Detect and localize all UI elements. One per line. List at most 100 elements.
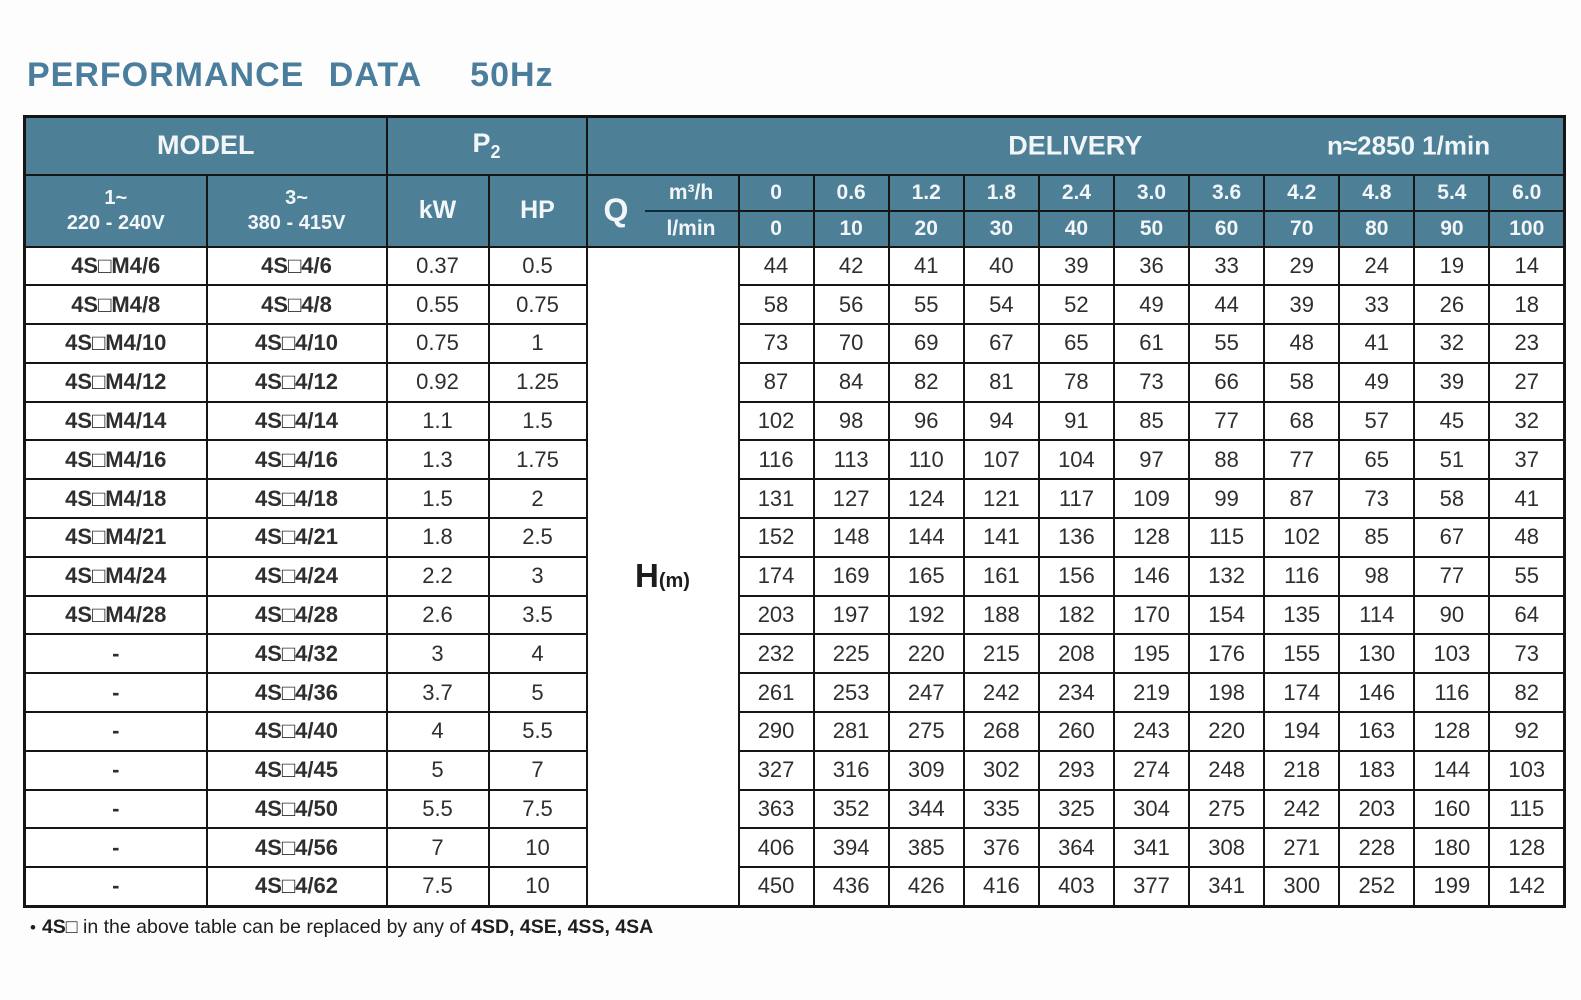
head-value-cell: 165 xyxy=(887,555,965,597)
head-value-cell: 98 xyxy=(812,400,890,442)
head-value-cell: 92 xyxy=(1488,711,1566,752)
head-value-cell: 128 xyxy=(1112,517,1191,558)
head-value-cell: 183 xyxy=(1338,749,1416,791)
head-value-cell: 290 xyxy=(737,711,815,752)
head-value-cell: 232 xyxy=(737,633,815,675)
model-3phase-cell: 4S□4/36 xyxy=(205,672,388,714)
head-value-cell: 116 xyxy=(737,439,815,481)
model-3phase-cell: 4S□4/24 xyxy=(205,555,388,597)
frequency-label: 50Hz xyxy=(470,56,554,94)
kw-cell: 0.55 xyxy=(385,284,490,326)
head-value-cell: 275 xyxy=(1188,788,1266,830)
single-phase-header: 1~ 220 - 240V xyxy=(23,173,208,248)
delivery-group-header: DELIVERY n≈2850 1/min xyxy=(585,115,1566,176)
head-value-cell: 14 xyxy=(1488,245,1566,287)
model-1phase-cell: - xyxy=(23,827,208,869)
head-value-cell: 41 xyxy=(887,245,965,287)
head-value-cell: 385 xyxy=(887,827,965,869)
kw-cell: 0.92 xyxy=(385,361,490,403)
head-value-cell: 192 xyxy=(887,594,965,636)
model-1phase-cell: 4S□M4/28 xyxy=(23,594,208,636)
head-value-cell: 78 xyxy=(1037,361,1115,403)
footnote-text: in the above table can be replaced by an… xyxy=(77,916,472,938)
head-value-cell: 260 xyxy=(1037,711,1115,752)
head-value-cell: 115 xyxy=(1488,788,1566,830)
model-3phase-cell: 4S□4/45 xyxy=(205,749,388,791)
model-1phase-cell: - xyxy=(23,749,208,791)
head-value-cell: 352 xyxy=(812,788,890,830)
hp-cell: 10 xyxy=(487,866,588,908)
head-value-cell: 32 xyxy=(1488,400,1566,442)
head-value-cell: 58 xyxy=(1413,478,1491,520)
flow-m3h-value: 5.4 xyxy=(1413,173,1491,212)
head-value-cell: 130 xyxy=(1338,633,1416,675)
model-3phase-cell: 4S□4/50 xyxy=(205,788,388,830)
head-value-cell: 104 xyxy=(1037,439,1115,481)
head-value-cell: 243 xyxy=(1112,711,1191,752)
model-3phase-cell: 4S□4/32 xyxy=(205,633,388,675)
head-value-cell: 304 xyxy=(1112,788,1191,830)
head-value-cell: 155 xyxy=(1263,633,1341,675)
head-value-cell: 247 xyxy=(887,672,965,714)
head-value-cell: 261 xyxy=(737,672,815,714)
head-value-cell: 135 xyxy=(1263,594,1341,636)
head-value-cell: 121 xyxy=(962,478,1040,520)
head-value-cell: 73 xyxy=(737,323,815,364)
model-1phase-cell: 4S□M4/24 xyxy=(23,555,208,597)
head-value-cell: 248 xyxy=(1188,749,1266,791)
head-value-cell: 49 xyxy=(1112,284,1191,326)
head-value-cell: 115 xyxy=(1188,517,1266,558)
head-value-cell: 376 xyxy=(962,827,1040,869)
head-value-cell: 154 xyxy=(1188,594,1266,636)
head-value-cell: 148 xyxy=(812,517,890,558)
model-3phase-cell: 4S□4/12 xyxy=(205,361,388,403)
head-value-cell: 54 xyxy=(962,284,1040,326)
head-value-cell: 218 xyxy=(1263,749,1341,791)
head-value-cell: 406 xyxy=(737,827,815,869)
head-value-cell: 180 xyxy=(1413,827,1491,869)
head-value-cell: 228 xyxy=(1338,827,1416,869)
flow-lmin-value: 0 xyxy=(737,209,815,248)
flow-m3h-value: 4.2 xyxy=(1263,173,1341,212)
model-3phase-cell: 4S□4/56 xyxy=(205,827,388,869)
model-1phase-cell: - xyxy=(23,711,208,752)
table-row: 4S□M4/8 4S□4/8 0.55 0.75 58 56 55 54 52 49 44 39 33 2… xyxy=(23,284,1566,326)
head-value-cell: 55 xyxy=(887,284,965,326)
hp-cell: 0.75 xyxy=(487,284,588,326)
model-1phase-cell: 4S□M4/21 xyxy=(23,517,208,558)
head-value-cell: 316 xyxy=(812,749,890,791)
flow-lmin-value: 50 xyxy=(1112,209,1191,248)
head-value-cell: 156 xyxy=(1037,555,1115,597)
head-value-cell: 55 xyxy=(1188,323,1266,364)
kw-cell: 5.5 xyxy=(385,788,490,830)
head-value-cell: 107 xyxy=(962,439,1040,481)
head-value-cell: 136 xyxy=(1037,517,1115,558)
model-1phase-cell: - xyxy=(23,633,208,675)
head-value-cell: 219 xyxy=(1112,672,1191,714)
table-row: 4S□M4/10 4S□4/10 0.75 1 73 70 69 67 65 61 55 48 41 32… xyxy=(23,323,1566,364)
head-value-cell: 55 xyxy=(1488,555,1566,597)
head-value-cell: 146 xyxy=(1338,672,1416,714)
flow-lmin-value: 100 xyxy=(1488,209,1566,248)
single-phase-line1: 1~ xyxy=(104,186,128,209)
head-value-cell: 199 xyxy=(1413,866,1491,908)
head-value-cell: 68 xyxy=(1263,400,1341,442)
head-value-cell: 341 xyxy=(1112,827,1191,869)
head-value-cell: 65 xyxy=(1338,439,1416,481)
head-value-cell: 24 xyxy=(1338,245,1416,287)
head-value-cell: 281 xyxy=(812,711,890,752)
head-value-cell: 102 xyxy=(1263,517,1341,558)
head-value-cell: 174 xyxy=(737,555,815,597)
head-value-cell: 341 xyxy=(1188,866,1266,908)
model-1phase-cell: - xyxy=(23,788,208,830)
head-value-cell: 23 xyxy=(1488,323,1566,364)
model-1phase-cell: - xyxy=(23,866,208,908)
hp-cell: 0.5 xyxy=(487,245,588,287)
head-value-cell: 128 xyxy=(1413,711,1491,752)
head-value-cell: 18 xyxy=(1488,284,1566,326)
head-value-cell: 33 xyxy=(1188,245,1266,287)
head-value-cell: 85 xyxy=(1112,400,1191,442)
p2-subscript: 2 xyxy=(490,142,501,163)
table-row: -4S□4/40 4 5.5 290 281 275 268 260 243 220 194 163 1… xyxy=(23,711,1566,752)
